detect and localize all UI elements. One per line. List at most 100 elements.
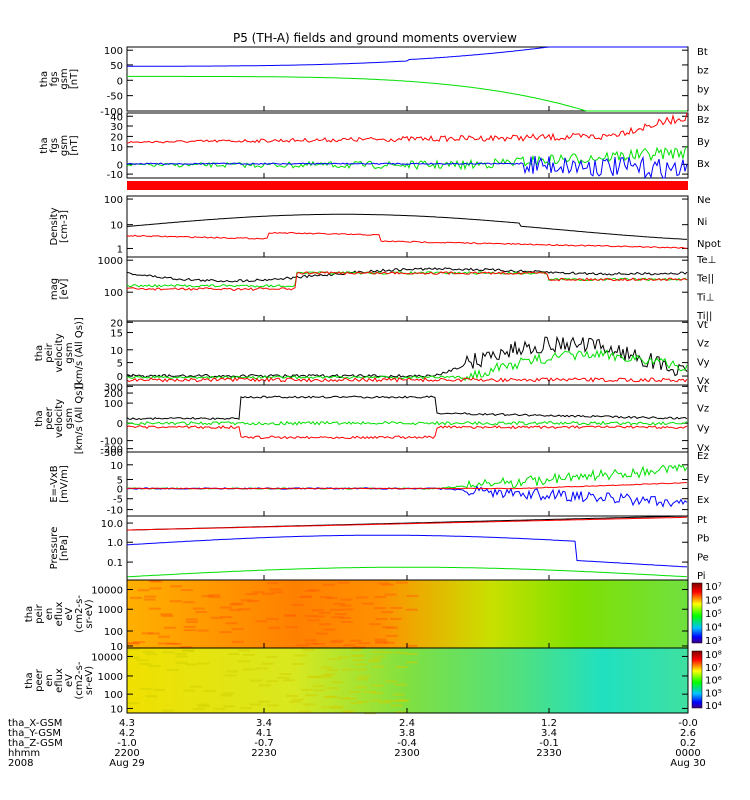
spectrogram-speck — [291, 698, 304, 701]
y-axis-label: en — [44, 674, 55, 687]
spectrogram-speck — [352, 654, 365, 657]
series-by — [127, 75, 687, 112]
spectrogram-speck — [305, 642, 318, 645]
spectrogram-speck — [383, 700, 396, 703]
spectrogram-speck — [333, 602, 346, 605]
spectrogram-speck — [349, 690, 362, 693]
series-Ni — [126, 213, 688, 240]
spectrogram-speck — [148, 632, 161, 635]
spectrogram-speck — [231, 640, 244, 643]
spectrogram-speck — [369, 699, 382, 702]
spectrogram-speck — [370, 650, 383, 653]
legend-Ex: Ex — [697, 495, 709, 506]
spectrogram-speck — [289, 700, 302, 703]
spectrogram-speck — [268, 626, 281, 629]
spectrogram-speck — [266, 704, 279, 707]
colorbar-peir_en_eflux — [691, 582, 703, 644]
y-axis-label: eV — [64, 674, 75, 687]
x-tick-label: 2.6 — [680, 728, 696, 739]
panel-fgs_gsm_zoom — [126, 112, 689, 179]
spectrogram-speck — [149, 587, 162, 590]
legend-bz: bz — [697, 66, 709, 77]
legend-Te||: Te|| — [696, 274, 714, 285]
spectrogram-speck — [356, 596, 369, 599]
x-row-label: tha_X-GSM — [8, 718, 62, 729]
legend-Vy: Vy — [697, 357, 710, 368]
y-axis-label: tha — [34, 345, 45, 361]
y-tick-label: 10 — [110, 461, 123, 472]
spectrogram-speck — [181, 649, 194, 652]
legend-Ni: Ni — [697, 217, 707, 228]
y-axis-label: gsm — [59, 135, 70, 156]
legend-Vx: Vx — [697, 376, 710, 387]
spectrogram-speck — [258, 700, 271, 703]
series-Te — [126, 267, 688, 283]
spectrogram-speck — [371, 692, 384, 695]
spectrogram-speck — [307, 619, 320, 622]
spectrogram-speck — [190, 685, 203, 688]
y-axis-label: tha — [39, 71, 50, 87]
y-axis-label: peer — [44, 406, 55, 430]
series-By — [126, 145, 688, 171]
y-tick-label: 10.0 — [101, 519, 123, 530]
x-tick-label: 2330 — [536, 748, 561, 759]
spectrogram-speck — [326, 687, 339, 690]
spectrogram-speck — [227, 653, 240, 656]
spectrogram-speck — [224, 674, 237, 677]
spectrogram-speck — [304, 615, 317, 618]
spectrogram-speck — [394, 651, 407, 654]
legend-By: By — [697, 137, 710, 148]
x-tick-label: -0.7 — [254, 738, 274, 749]
spectrogram-speck — [142, 650, 155, 653]
spectrogram-speck — [300, 595, 313, 598]
y-tick-label: 10 — [110, 346, 123, 357]
spectrogram-speck — [384, 680, 397, 683]
x-tick-label: -0.4 — [397, 738, 417, 749]
spectrogram-speck — [148, 665, 161, 668]
y-axis-label: [mV/m] — [59, 465, 70, 503]
spectrogram-speck — [271, 591, 284, 594]
y-axis-label: peir — [44, 342, 55, 362]
x-tick-label: 2300 — [394, 748, 419, 759]
legend-Vz: Vz — [697, 404, 709, 415]
spectrogram-speck — [176, 655, 189, 658]
panel-frame — [126, 46, 689, 112]
legend-by: by — [697, 84, 709, 95]
y-tick-label: -5 — [113, 495, 123, 506]
spectrogram-speck — [320, 666, 333, 669]
x-tick-label: 4.3 — [119, 718, 135, 729]
spectrogram-speck — [375, 640, 388, 643]
spectrogram-speck — [340, 620, 353, 623]
x-tick-label: -0.1 — [539, 738, 559, 749]
spectrogram-speck — [302, 703, 315, 706]
y-axis-label: velocity — [54, 333, 65, 372]
spectrogram-speck — [373, 655, 386, 658]
spectrogram-speck — [353, 646, 366, 649]
spectrogram-speck — [394, 683, 407, 686]
y-tick-label: 0.1 — [107, 558, 123, 569]
spectrogram-speck — [334, 613, 347, 616]
series-Vz — [126, 377, 688, 383]
spectrogram-speck — [180, 589, 193, 592]
y-axis-label: tha — [24, 672, 35, 688]
spectrogram-speck — [374, 595, 387, 598]
spectrogram-speck — [127, 656, 140, 659]
y-tick-label: 300 — [104, 382, 123, 393]
legend-Vy: Vy — [697, 423, 710, 434]
x-tick-label: 0000 — [675, 748, 700, 759]
spectrogram-speck — [312, 609, 325, 612]
spectrogram-speck — [312, 685, 325, 688]
spectrogram-speck — [141, 632, 154, 635]
spectrogram-speck — [330, 707, 343, 710]
spectrogram-speck — [313, 642, 326, 645]
spectrogram-speck — [157, 642, 170, 645]
spectrogram-speck — [219, 606, 232, 609]
spectrogram-speck — [213, 707, 226, 710]
spectrogram-speck — [161, 614, 174, 617]
spectrogram-speck — [150, 580, 163, 583]
spectrogram-speck — [330, 608, 343, 611]
spectrogram-speck — [357, 642, 370, 645]
spectrogram-speck — [238, 608, 251, 611]
legend-bx: bx — [697, 103, 709, 114]
legend-Bx: Bx — [697, 159, 710, 170]
